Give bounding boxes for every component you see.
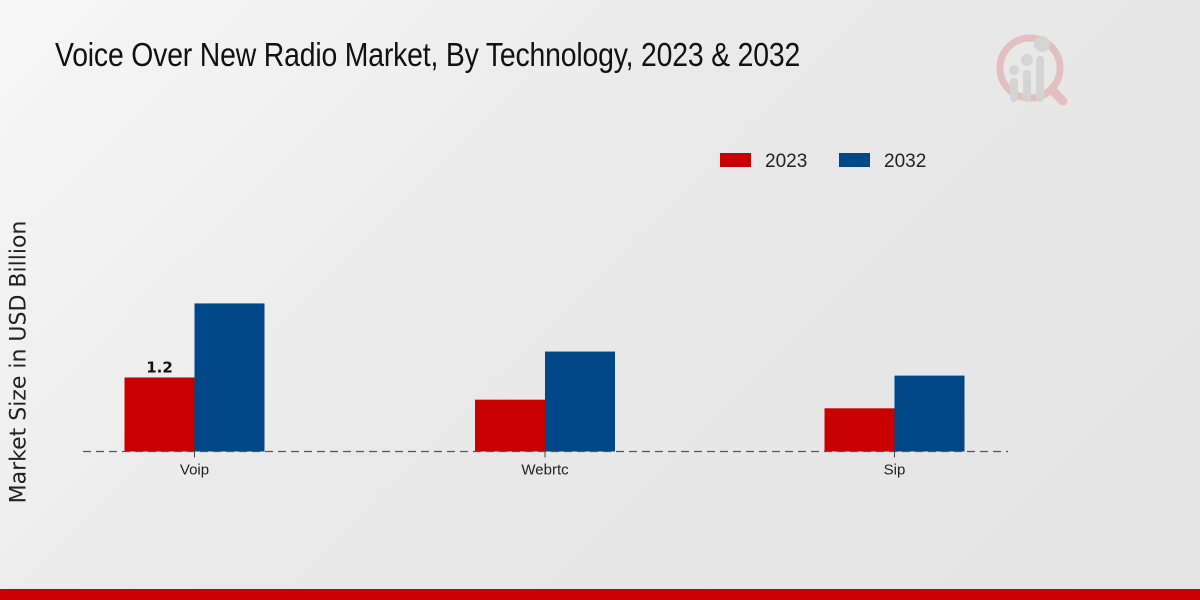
legend-label-2023: 2023 xyxy=(765,151,807,172)
bars: 1.2 xyxy=(124,303,965,452)
legend: 2023 2032 xyxy=(720,151,926,172)
x-tick-label: Voip xyxy=(180,462,209,479)
bar-webrtc-2023 xyxy=(475,399,545,452)
legend-label-2032: 2032 xyxy=(884,151,926,172)
bar-voip-2032 xyxy=(194,303,265,452)
bar-sip-2023 xyxy=(824,408,895,452)
bar-sip-2032 xyxy=(894,375,965,452)
x-axis-ticks: Voip Webrtc Sip xyxy=(180,451,906,479)
bar-webrtc-2032 xyxy=(545,351,615,452)
x-tick-label: Webrtc xyxy=(521,462,569,479)
x-tick-label: Sip xyxy=(884,462,906,479)
footer-bar xyxy=(0,589,1200,600)
logo-icon xyxy=(996,34,1068,106)
bar-voip-2023 xyxy=(124,377,195,452)
legend-swatch-2023 xyxy=(720,153,751,167)
chart-title: Voice Over New Radio Market, By Technolo… xyxy=(55,36,801,73)
legend-swatch-2032 xyxy=(839,153,870,167)
data-label: 1.2 xyxy=(146,358,173,376)
